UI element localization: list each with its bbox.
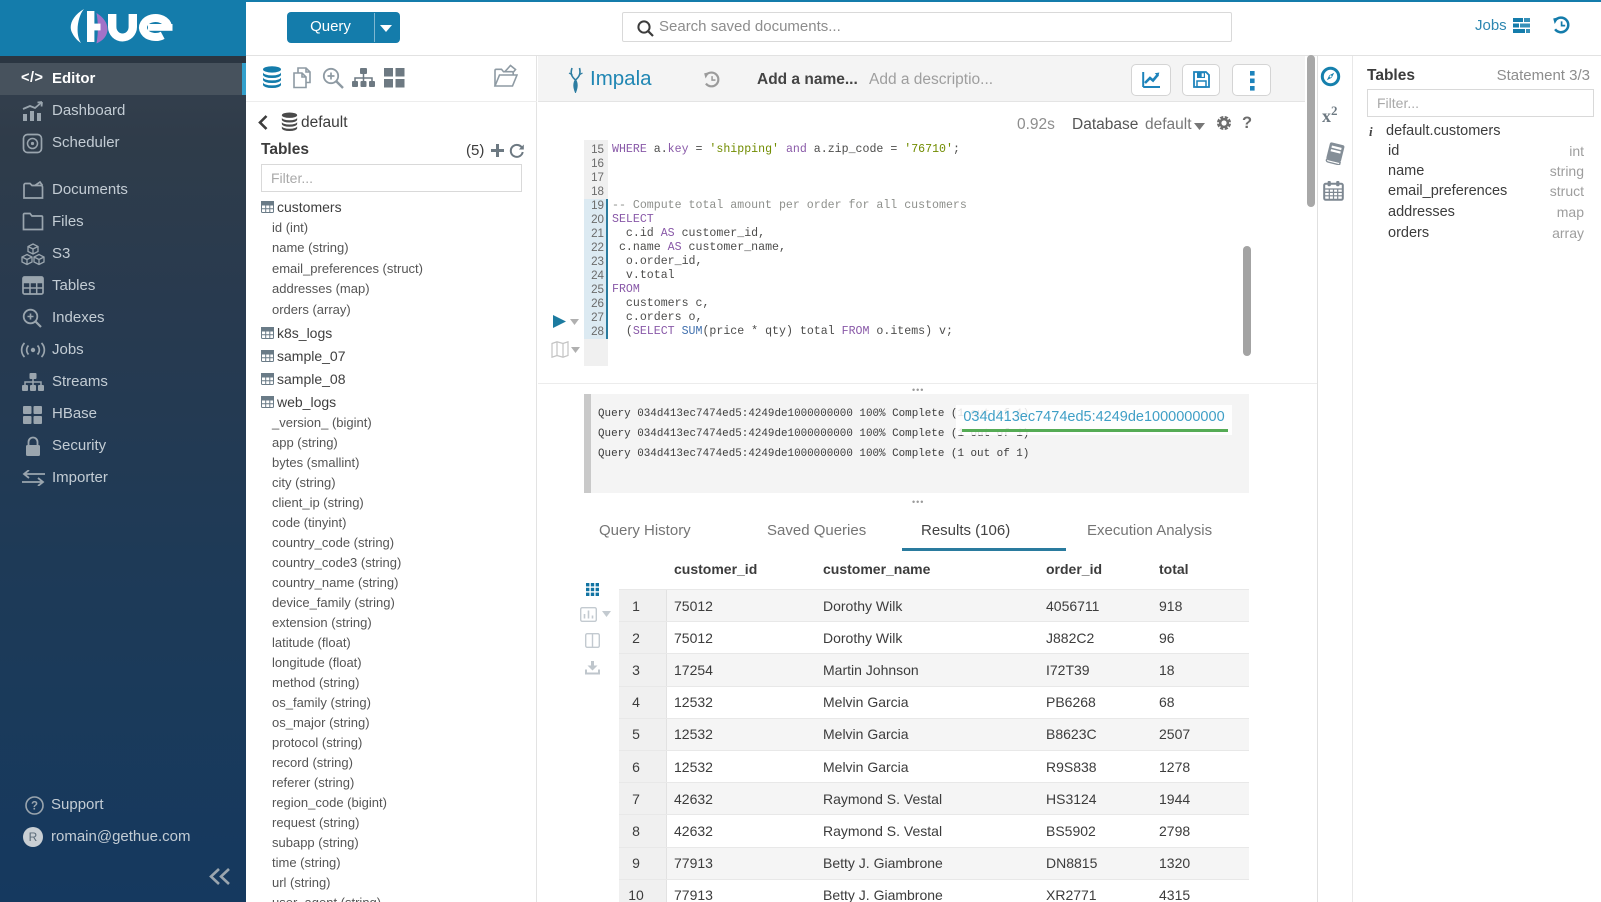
svg-text:?: ?: [31, 801, 38, 813]
